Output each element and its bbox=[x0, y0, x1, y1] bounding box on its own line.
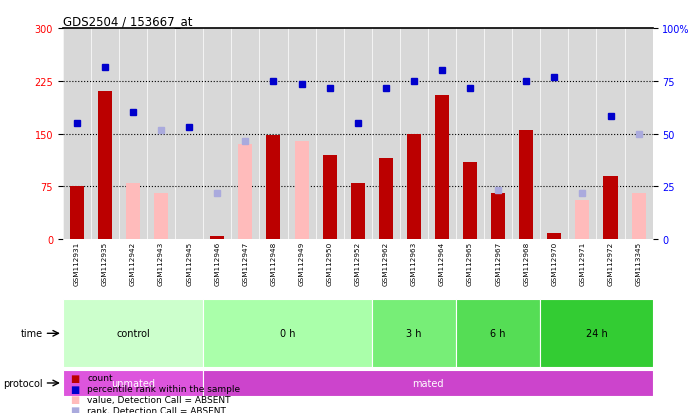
Text: ■: ■ bbox=[70, 394, 79, 404]
Bar bbox=[154, 194, 168, 240]
Text: time: time bbox=[21, 328, 43, 339]
Text: 3 h: 3 h bbox=[406, 328, 422, 339]
Bar bbox=[203, 370, 653, 396]
Text: ■: ■ bbox=[70, 373, 79, 383]
Text: GSM112965: GSM112965 bbox=[467, 241, 473, 285]
Text: GSM112962: GSM112962 bbox=[383, 241, 389, 285]
Bar bbox=[322, 155, 336, 240]
Bar bbox=[463, 162, 477, 240]
Text: GDS2504 / 153667_at: GDS2504 / 153667_at bbox=[63, 15, 193, 28]
Text: GSM112931: GSM112931 bbox=[74, 241, 80, 285]
Text: mated: mated bbox=[413, 378, 444, 388]
Text: GSM112947: GSM112947 bbox=[242, 241, 248, 285]
Text: GSM112963: GSM112963 bbox=[411, 241, 417, 285]
Text: GSM112968: GSM112968 bbox=[524, 241, 529, 285]
Text: rank, Detection Call = ABSENT: rank, Detection Call = ABSENT bbox=[87, 406, 226, 413]
Text: unmated: unmated bbox=[111, 378, 155, 388]
Text: GSM113345: GSM113345 bbox=[636, 241, 641, 285]
Text: percentile rank within the sample: percentile rank within the sample bbox=[87, 384, 240, 393]
Bar bbox=[491, 194, 505, 240]
Bar bbox=[604, 176, 618, 240]
Bar bbox=[456, 299, 540, 368]
Bar bbox=[575, 201, 589, 240]
Text: GSM112970: GSM112970 bbox=[551, 241, 557, 285]
Bar bbox=[98, 92, 112, 240]
Bar bbox=[295, 141, 309, 240]
Text: 6 h: 6 h bbox=[491, 328, 506, 339]
Text: GSM112946: GSM112946 bbox=[214, 241, 221, 285]
Text: ■: ■ bbox=[70, 405, 79, 413]
Text: GSM112935: GSM112935 bbox=[102, 241, 108, 285]
Bar bbox=[350, 183, 365, 240]
Bar bbox=[519, 131, 533, 240]
Bar bbox=[63, 299, 203, 368]
Bar bbox=[63, 370, 203, 396]
Text: GSM112971: GSM112971 bbox=[579, 241, 586, 285]
Text: GSM112948: GSM112948 bbox=[270, 241, 276, 285]
Text: ■: ■ bbox=[70, 384, 79, 394]
Text: GSM112949: GSM112949 bbox=[299, 241, 304, 285]
Text: GSM112942: GSM112942 bbox=[130, 241, 136, 285]
Text: protocol: protocol bbox=[3, 378, 43, 388]
Text: GSM112952: GSM112952 bbox=[355, 241, 361, 285]
Text: GSM112972: GSM112972 bbox=[607, 241, 614, 285]
Text: 0 h: 0 h bbox=[280, 328, 295, 339]
Text: count: count bbox=[87, 373, 113, 382]
Bar bbox=[407, 134, 421, 240]
Bar bbox=[203, 299, 372, 368]
Bar bbox=[70, 187, 84, 240]
Bar bbox=[372, 299, 456, 368]
Bar bbox=[379, 159, 393, 240]
Bar bbox=[126, 183, 140, 240]
Text: GSM112943: GSM112943 bbox=[158, 241, 164, 285]
Text: GSM112945: GSM112945 bbox=[186, 241, 192, 285]
Bar bbox=[238, 145, 253, 240]
Bar bbox=[632, 194, 646, 240]
Bar bbox=[435, 96, 449, 240]
Text: GSM112964: GSM112964 bbox=[439, 241, 445, 285]
Text: control: control bbox=[116, 328, 150, 339]
Text: 24 h: 24 h bbox=[586, 328, 607, 339]
Bar bbox=[267, 135, 281, 240]
Bar bbox=[540, 299, 653, 368]
Bar bbox=[210, 236, 224, 240]
Bar bbox=[547, 234, 561, 240]
Text: GSM112967: GSM112967 bbox=[495, 241, 501, 285]
Text: value, Detection Call = ABSENT: value, Detection Call = ABSENT bbox=[87, 395, 231, 404]
Text: GSM112950: GSM112950 bbox=[327, 241, 333, 285]
